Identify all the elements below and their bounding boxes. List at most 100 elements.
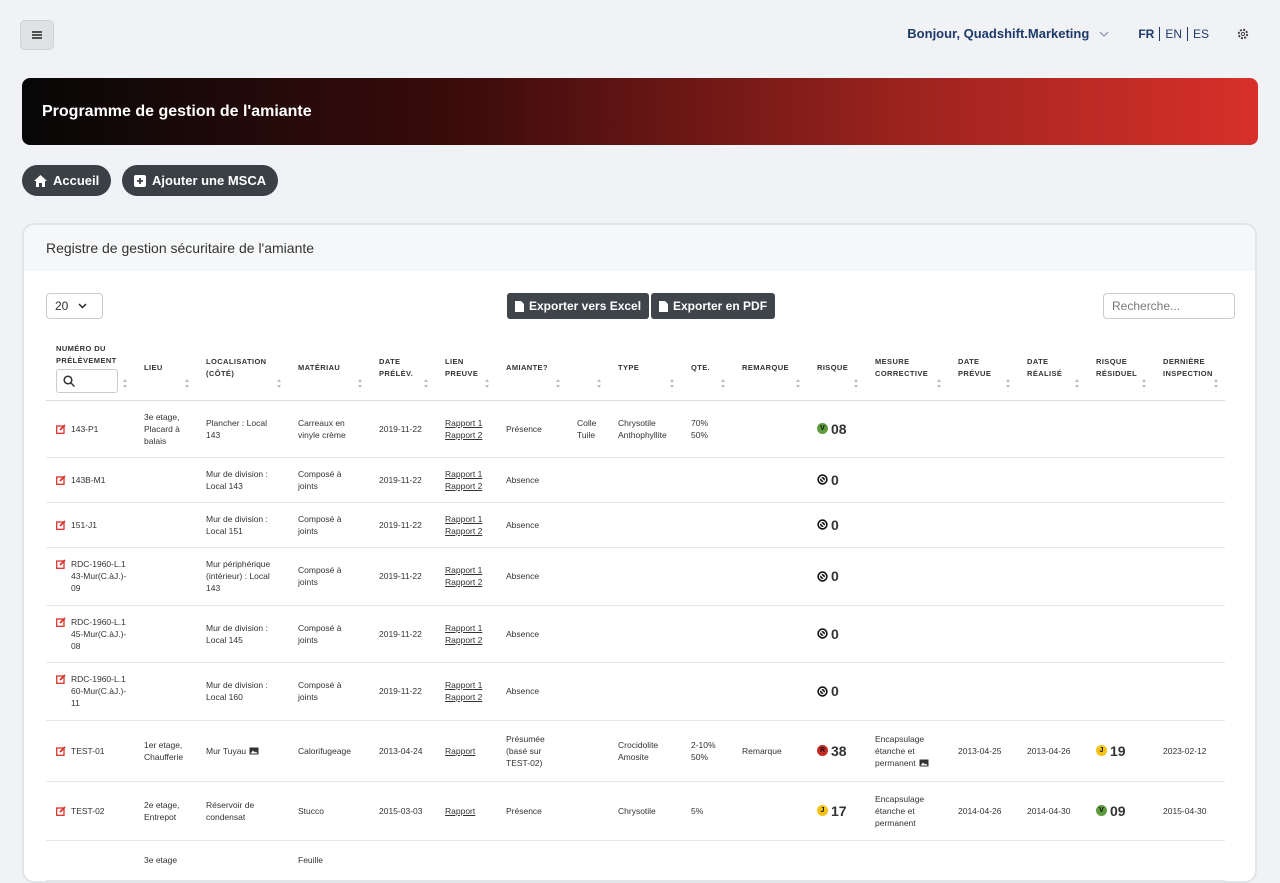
edit-icon[interactable] (56, 559, 66, 569)
column-header[interactable] (567, 337, 608, 401)
column-header[interactable]: MESURE CORRECTIVE (865, 337, 948, 401)
report-link[interactable]: Rapport 2 (445, 692, 483, 702)
image-icon-mountain (250, 750, 258, 754)
cell-text: 2015-04-30 (1163, 805, 1207, 816)
edit-icon[interactable] (56, 745, 66, 756)
edit-icon-box (56, 520, 65, 530)
table-cell: 0 (807, 547, 865, 606)
column-header[interactable]: DERNIÈRE INSPECTION (1153, 337, 1225, 401)
sample-id-text[interactable]: RDC-1960-L.145-Mur(C.àJ.)-08 (71, 616, 127, 651)
column-header[interactable]: RISQUE (807, 337, 865, 401)
edit-icon[interactable] (56, 616, 66, 627)
cell-line: Chrysotile (618, 805, 656, 816)
table-cell: Réservoir de condensat (196, 781, 288, 841)
edit-icon[interactable] (56, 674, 66, 684)
table-cell (1153, 547, 1225, 606)
image-icon (919, 759, 929, 767)
sample-id-text[interactable]: TEST-02 (71, 805, 105, 816)
column-header[interactable]: RISQUE RÉSIDUEL (1086, 337, 1153, 401)
report-link[interactable]: Rapport 2 (445, 525, 483, 536)
sample-id: RDC-1960-L.143-Mur(C.àJ.)-09 (56, 558, 128, 594)
edit-icon[interactable] (56, 519, 66, 530)
export-pdf-button[interactable]: Exporter en PDF (651, 293, 776, 319)
cell-text: Encapsulage étanche et permanent (875, 733, 925, 768)
column-header[interactable]: DATE RÉALISÉ (1017, 337, 1086, 401)
export-excel-button[interactable]: Exporter vers Excel (507, 293, 650, 319)
column-header[interactable]: REMARQUE (732, 337, 807, 401)
sort-icon (796, 378, 801, 388)
risk-value: 0 (831, 625, 839, 642)
page-body: Bonjour, Quadshift.Marketing FR EN ES Pr… (20, 20, 1258, 883)
column-header[interactable]: AMIANTE? (496, 337, 567, 401)
header-label: DATE RÉALISÉ (1027, 357, 1063, 379)
table-cell (681, 457, 732, 503)
cell-text: Plancher : Local 143 (206, 417, 267, 440)
report-link[interactable]: Rapport 1 (445, 622, 483, 633)
add-button[interactable]: Ajouter une MSCA (122, 165, 279, 196)
search-input[interactable]: Recherche... (1103, 293, 1235, 319)
sample-id-text[interactable]: 143B-M1 (71, 474, 106, 485)
table-cell (608, 457, 681, 503)
table-cell (496, 840, 567, 881)
report-link[interactable]: Rapport 1 (445, 680, 483, 690)
sample-id-text[interactable]: TEST-01 (71, 745, 105, 756)
home-button[interactable]: Accueil (22, 165, 112, 196)
sample-id: 151-J1 (56, 519, 128, 531)
cell-line: 2-10% (691, 739, 716, 750)
sample-id-text[interactable]: RDC-1960-L.143-Mur(C.àJ.)-09 (71, 559, 127, 593)
user-greeting[interactable]: Bonjour, Quadshift.Marketing (907, 26, 1090, 41)
cell-line: 50% (691, 429, 709, 440)
edit-icon[interactable] (56, 474, 66, 485)
table-cell: Composé à joints (288, 502, 369, 548)
table-cell: 143-P1 (46, 400, 134, 458)
sample-id-text[interactable]: 151-J1 (71, 519, 97, 530)
column-header[interactable]: MATÉRIAU (288, 337, 369, 401)
table-row: RDC-1960-L.145-Mur(C.àJ.)-08 Mur de divis… (46, 605, 1225, 663)
report-link[interactable]: Rapport 1 (445, 513, 483, 524)
report-link[interactable]: Rapport 2 (445, 577, 483, 587)
language-option[interactable]: ES (1186, 26, 1214, 41)
column-header[interactable]: DATE PRÉVUE (948, 337, 1017, 401)
cell-text: Mur de division : Local 151 (206, 513, 268, 536)
none-icon-ring (818, 687, 827, 695)
column-header[interactable]: LIEU (134, 337, 196, 401)
sample-id-text[interactable]: RDC-1960-L.160-Mur(C.àJ.)-11 (71, 674, 127, 708)
edit-icon[interactable] (56, 423, 66, 434)
header-row: NUMÉRO DU PRÉLÈVEMENT LIEU LOCALISATION (C… (46, 337, 1225, 401)
column-header[interactable]: NUMÉRO DU PRÉLÈVEMENT (46, 337, 134, 401)
report-link[interactable]: Rapport 2 (445, 480, 483, 491)
risk-level: J 17 (817, 804, 859, 818)
header-label: QTE. (691, 363, 711, 373)
cell-text: 2023-02-12 (1163, 745, 1207, 756)
column-header[interactable]: TYPE (608, 337, 681, 401)
none-icon (817, 474, 828, 485)
language-option[interactable]: EN (1159, 26, 1187, 41)
report-link[interactable]: Rapport 2 (445, 429, 483, 440)
settings-icon[interactable] (1236, 27, 1250, 41)
language-option[interactable]: FR (1138, 26, 1155, 41)
report-link[interactable]: Rapport 1 (445, 468, 483, 479)
cell-text: Présence (506, 805, 542, 816)
risk-badge: V (817, 423, 828, 434)
table-cell (1017, 840, 1086, 881)
edit-icon[interactable] (56, 805, 66, 816)
report-link[interactable]: Rapport (445, 745, 476, 756)
menu-button[interactable] (20, 20, 54, 50)
risk-badge: V (1096, 805, 1107, 816)
table-row: 143B-M1 Mur de division : Local 143 Compos… (46, 457, 1225, 503)
report-link[interactable]: Rapport 2 (445, 634, 483, 645)
column-header[interactable]: DATE PRÉLÈV. (369, 337, 435, 401)
cell-text: 2019-11-22 (379, 474, 422, 485)
page-size-select[interactable]: 20 (46, 293, 103, 319)
report-link[interactable]: Rapport 1 (445, 565, 483, 575)
column-header[interactable]: QTE. (681, 337, 732, 401)
column-header[interactable]: LIEN PREUVE (435, 337, 496, 401)
table-cell (1086, 502, 1153, 548)
report-link[interactable]: Rapport 1 (445, 417, 483, 428)
sample-id-text[interactable]: 143-P1 (71, 423, 99, 434)
column-search[interactable] (56, 369, 118, 394)
table-cell: Feuille (288, 840, 369, 881)
report-link[interactable]: Rapport (445, 805, 476, 816)
column-header[interactable]: LOCALISATION (CÔTÉ) (196, 337, 288, 401)
button-label: Exporter en PDF (673, 299, 768, 313)
